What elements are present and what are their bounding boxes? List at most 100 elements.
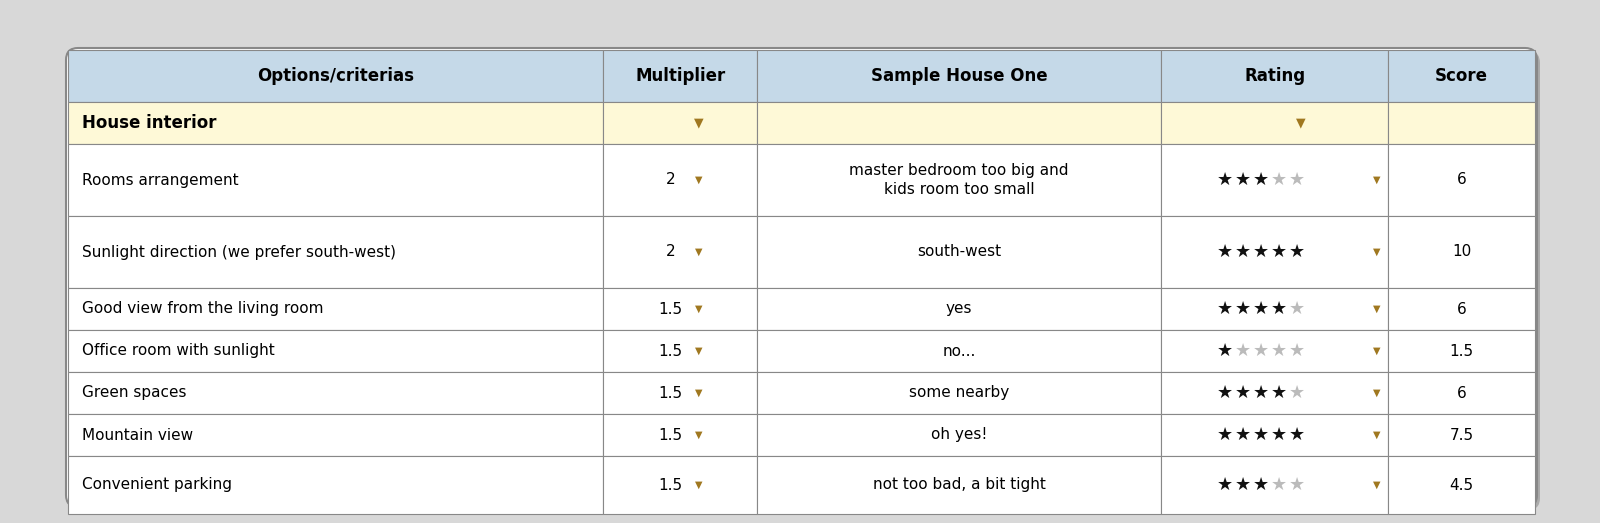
Bar: [603, 102, 757, 144]
Text: ★: ★: [1288, 384, 1304, 402]
Bar: [603, 456, 757, 514]
Bar: [1389, 144, 1534, 216]
Text: ▼: ▼: [694, 346, 702, 356]
Text: ★: ★: [1235, 384, 1251, 402]
Text: 6: 6: [1456, 173, 1467, 188]
Bar: [757, 372, 1162, 414]
Text: master bedroom too big and
kids room too small: master bedroom too big and kids room too…: [850, 163, 1069, 197]
Text: ★: ★: [1235, 476, 1251, 494]
Text: 6: 6: [1456, 385, 1467, 401]
Bar: [1389, 50, 1534, 102]
Bar: [603, 288, 757, 330]
Bar: [67, 102, 603, 144]
Text: ★: ★: [1288, 342, 1304, 360]
Text: ▼: ▼: [1373, 388, 1381, 398]
Bar: [603, 50, 757, 102]
Text: ▼: ▼: [694, 304, 702, 314]
Text: ▼: ▼: [694, 480, 702, 490]
Bar: [67, 372, 603, 414]
Text: ▼: ▼: [1373, 304, 1381, 314]
Bar: [603, 414, 757, 456]
Text: 1.5: 1.5: [659, 427, 683, 442]
Text: 1.5: 1.5: [659, 344, 683, 358]
Bar: [1389, 456, 1534, 514]
Text: ★: ★: [1270, 342, 1286, 360]
Bar: [1162, 144, 1389, 216]
Text: House interior: House interior: [82, 114, 216, 132]
Bar: [1389, 216, 1534, 288]
Text: ▼: ▼: [694, 175, 702, 185]
Text: Options/criterias: Options/criterias: [258, 67, 414, 85]
Text: ★: ★: [1288, 243, 1304, 261]
Text: Multiplier: Multiplier: [635, 67, 725, 85]
Text: ★: ★: [1216, 243, 1232, 261]
Text: ▼: ▼: [694, 430, 702, 440]
Text: oh yes!: oh yes!: [931, 427, 987, 442]
Bar: [1389, 372, 1534, 414]
Bar: [757, 330, 1162, 372]
Text: 1.5: 1.5: [659, 385, 683, 401]
Bar: [603, 372, 757, 414]
Bar: [1162, 216, 1389, 288]
Text: 1.5: 1.5: [659, 477, 683, 493]
Text: ★: ★: [1253, 384, 1269, 402]
Bar: [1162, 288, 1389, 330]
Text: ★: ★: [1253, 476, 1269, 494]
Bar: [603, 144, 757, 216]
Text: ★: ★: [1216, 300, 1232, 318]
Text: 6: 6: [1456, 301, 1467, 316]
Text: ▼: ▼: [1373, 430, 1381, 440]
Bar: [67, 144, 603, 216]
Text: ▼: ▼: [1373, 480, 1381, 490]
Bar: [1389, 414, 1534, 456]
Text: Sample House One: Sample House One: [870, 67, 1048, 85]
Text: ★: ★: [1288, 300, 1304, 318]
Text: ★: ★: [1235, 342, 1251, 360]
Text: 1.5: 1.5: [1450, 344, 1474, 358]
Text: some nearby: some nearby: [909, 385, 1010, 401]
Text: ★: ★: [1253, 243, 1269, 261]
Text: ★: ★: [1216, 171, 1232, 189]
Text: ★: ★: [1270, 384, 1286, 402]
Text: ★: ★: [1235, 300, 1251, 318]
Text: ★: ★: [1216, 384, 1232, 402]
Text: ★: ★: [1270, 243, 1286, 261]
Text: ★: ★: [1270, 426, 1286, 444]
Text: Sunlight direction (we prefer south-west): Sunlight direction (we prefer south-west…: [82, 244, 397, 259]
Text: ▼: ▼: [694, 388, 702, 398]
Bar: [1162, 414, 1389, 456]
Text: ★: ★: [1235, 426, 1251, 444]
Text: 1.5: 1.5: [659, 301, 683, 316]
Bar: [1162, 456, 1389, 514]
Text: ★: ★: [1288, 476, 1304, 494]
Bar: [67, 50, 603, 102]
Bar: [67, 456, 603, 514]
FancyBboxPatch shape: [69, 51, 1539, 510]
Text: yes: yes: [946, 301, 973, 316]
FancyBboxPatch shape: [66, 48, 1538, 507]
Text: ★: ★: [1253, 342, 1269, 360]
Bar: [757, 50, 1162, 102]
Bar: [1162, 330, 1389, 372]
Bar: [67, 216, 603, 288]
Text: ▼: ▼: [694, 247, 702, 257]
Bar: [67, 288, 603, 330]
Text: ★: ★: [1270, 171, 1286, 189]
Bar: [757, 288, 1162, 330]
Text: ★: ★: [1270, 300, 1286, 318]
Bar: [603, 216, 757, 288]
Text: Green spaces: Green spaces: [82, 385, 187, 401]
Text: ★: ★: [1235, 171, 1251, 189]
Text: Convenient parking: Convenient parking: [82, 477, 232, 493]
Text: ▼: ▼: [1373, 175, 1381, 185]
Text: ★: ★: [1235, 243, 1251, 261]
Text: Good view from the living room: Good view from the living room: [82, 301, 323, 316]
Text: ★: ★: [1253, 171, 1269, 189]
Bar: [1162, 372, 1389, 414]
Bar: [757, 414, 1162, 456]
Text: 2: 2: [666, 173, 675, 188]
Text: 10: 10: [1453, 244, 1472, 259]
Text: ▼: ▼: [694, 117, 704, 130]
Text: Rooms arrangement: Rooms arrangement: [82, 173, 238, 188]
Text: ▼: ▼: [1373, 346, 1381, 356]
